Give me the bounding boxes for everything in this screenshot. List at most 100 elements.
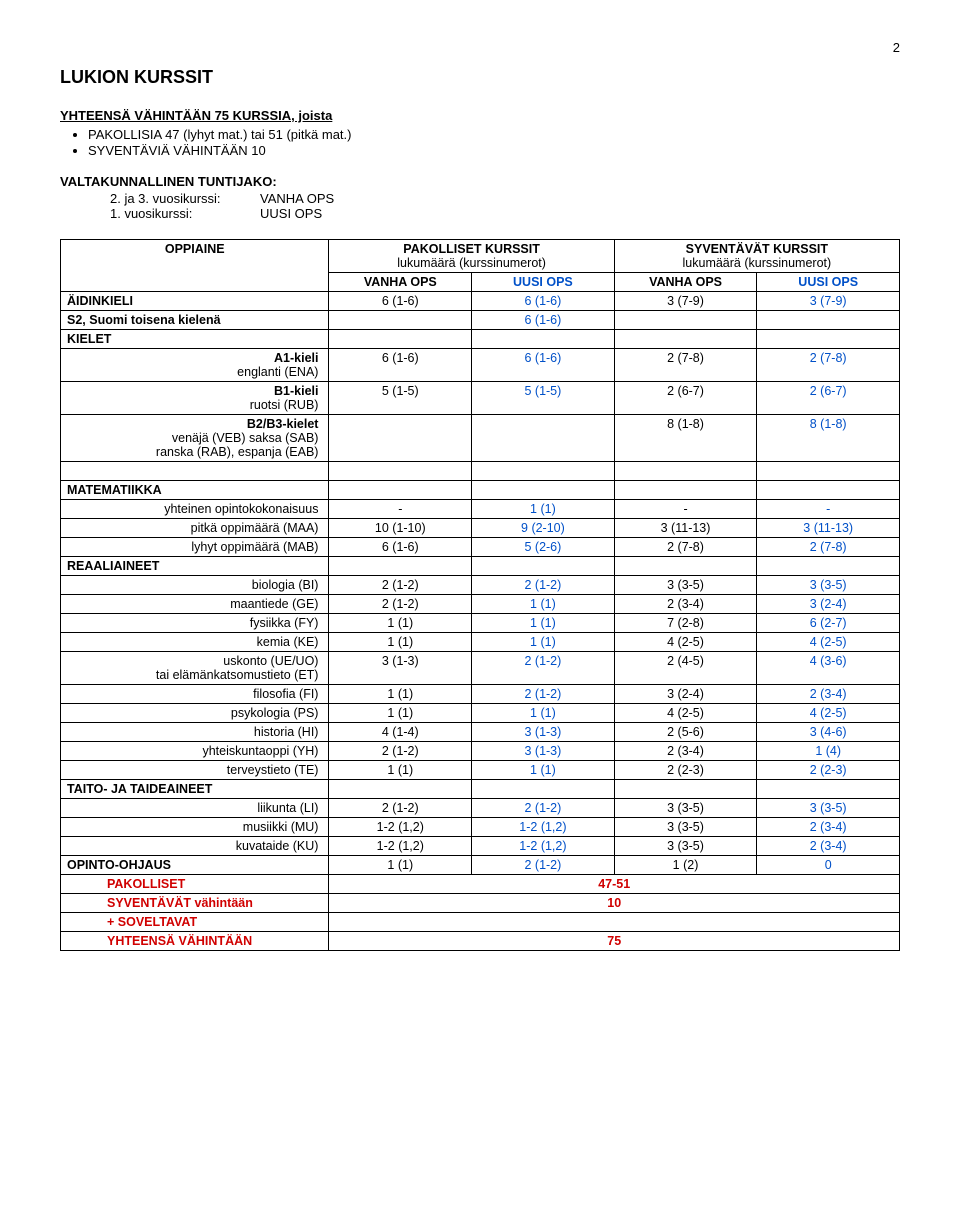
page-number: 2 (60, 40, 900, 55)
cell: 2 (1-2) (472, 685, 615, 704)
tuntijako-row2-key: 1. vuosikurssi: (110, 206, 260, 221)
cell: 1 (1) (329, 856, 472, 875)
table-row: uskonto (UE/UO)tai elämänkatsomustieto (… (61, 652, 900, 685)
cell (472, 415, 615, 462)
row-label: historia (HI) (61, 723, 329, 742)
cell: 4 (1-4) (329, 723, 472, 742)
intro-line: YHTEENSÄ VÄHINTÄÄN 75 KURSSIA, joista (60, 108, 900, 123)
table-row: OPINTO-OHJAUS1 (1)2 (1-2)1 (2)0 (61, 856, 900, 875)
th-pakolliset-main: PAKOLLISET KURSSIT (403, 242, 540, 256)
cell: 1-2 (1,2) (472, 837, 615, 856)
row-label: A1-kielienglanti (ENA) (61, 349, 329, 382)
row-label: kemia (KE) (61, 633, 329, 652)
cell: 3 (11-13) (757, 519, 900, 538)
cell: 2 (4-5) (614, 652, 757, 685)
row-label: S2, Suomi toisena kielenä (61, 311, 329, 330)
cell: 6 (1-6) (472, 292, 615, 311)
cell: 1 (1) (472, 500, 615, 519)
row-label: kuvataide (KU) (61, 837, 329, 856)
cell: 1 (2) (614, 856, 757, 875)
cell: 2 (1-2) (472, 856, 615, 875)
cell: 3 (4-6) (757, 723, 900, 742)
table-row: pitkä oppimäärä (MAA)10 (1-10)9 (2-10)3 … (61, 519, 900, 538)
cell: - (614, 500, 757, 519)
cell (329, 330, 472, 349)
cell: 1 (1) (472, 704, 615, 723)
cell: 2 (1-2) (329, 576, 472, 595)
cell: 1 (4) (757, 742, 900, 761)
cell: 4 (2-5) (757, 633, 900, 652)
cell: 4 (2-5) (757, 704, 900, 723)
cell: 2 (7-8) (614, 349, 757, 382)
course-table-body: ÄIDINKIELI6 (1-6)6 (1-6)3 (7-9)3 (7-9)S2… (61, 292, 900, 951)
cell (472, 330, 615, 349)
cell: 3 (2-4) (614, 685, 757, 704)
cell (757, 330, 900, 349)
cell: 1 (1) (329, 685, 472, 704)
table-row: MATEMATIIKKA (61, 481, 900, 500)
cell: 0 (757, 856, 900, 875)
table-row: B2/B3-kieletvenäjä (VEB) saksa (SAB)rans… (61, 415, 900, 462)
cell: 3 (3-5) (614, 799, 757, 818)
table-row: kuvataide (KU)1-2 (1,2)1-2 (1,2)3 (3-5)2… (61, 837, 900, 856)
row-label: MATEMATIIKKA (61, 481, 329, 500)
cell: 2 (3-4) (757, 818, 900, 837)
table-row: historia (HI)4 (1-4)3 (1-3)2 (5-6)3 (4-6… (61, 723, 900, 742)
th-pakolliset-sub: lukumäärä (kurssinumerot) (397, 256, 546, 270)
summary-label: SYVENTÄVÄT vähintään (61, 894, 329, 913)
intro-bullet-1: PAKOLLISIA 47 (lyhyt mat.) tai 51 (pitkä… (88, 127, 900, 142)
table-row: liikunta (LI)2 (1-2)2 (1-2)3 (3-5)3 (3-5… (61, 799, 900, 818)
row-label: liikunta (LI) (61, 799, 329, 818)
cell (472, 462, 615, 481)
row-label: lyhyt oppimäärä (MAB) (61, 538, 329, 557)
th-pakolliset: PAKOLLISET KURSSIT lukumäärä (kurssinume… (329, 240, 614, 273)
cell: 1 (1) (329, 761, 472, 780)
cell: 6 (1-6) (472, 311, 615, 330)
cell: 1-2 (1,2) (329, 837, 472, 856)
cell (329, 415, 472, 462)
cell: 2 (7-8) (757, 349, 900, 382)
cell: 6 (2-7) (757, 614, 900, 633)
row-label: pitkä oppimäärä (MAA) (61, 519, 329, 538)
table-row: musiikki (MU)1-2 (1,2)1-2 (1,2)3 (3-5)2 … (61, 818, 900, 837)
row-label: terveystieto (TE) (61, 761, 329, 780)
table-row: maantiede (GE)2 (1-2)1 (1)2 (3-4)3 (2-4) (61, 595, 900, 614)
row-label: B1-kieliruotsi (RUB) (61, 382, 329, 415)
cell: 9 (2-10) (472, 519, 615, 538)
cell (614, 462, 757, 481)
cell: 8 (1-8) (614, 415, 757, 462)
summary-value (329, 913, 900, 932)
cell (329, 780, 472, 799)
cell: 1 (1) (329, 633, 472, 652)
table-row: lyhyt oppimäärä (MAB)6 (1-6)5 (2-6)2 (7-… (61, 538, 900, 557)
row-label: biologia (BI) (61, 576, 329, 595)
cell: 2 (6-7) (757, 382, 900, 415)
summary-row: SYVENTÄVÄT vähintään10 (61, 894, 900, 913)
th-vanha-1: VANHA OPS (329, 273, 472, 292)
cell: 7 (2-8) (614, 614, 757, 633)
cell: 3 (7-9) (614, 292, 757, 311)
row-label: uskonto (UE/UO)tai elämänkatsomustieto (… (61, 652, 329, 685)
tuntijako-row1-val: VANHA OPS (260, 191, 334, 206)
table-row: S2, Suomi toisena kielenä 6 (1-6) (61, 311, 900, 330)
summary-value: 10 (329, 894, 900, 913)
cell: 2 (3-4) (757, 837, 900, 856)
cell: 2 (1-2) (472, 799, 615, 818)
table-row: yhteiskuntaoppi (YH)2 (1-2)3 (1-3)2 (3-4… (61, 742, 900, 761)
cell: 6 (1-6) (472, 349, 615, 382)
summary-row: YHTEENSÄ VÄHINTÄÄN75 (61, 932, 900, 951)
cell: 5 (2-6) (472, 538, 615, 557)
cell: 1-2 (1,2) (329, 818, 472, 837)
cell: 3 (3-5) (757, 576, 900, 595)
row-label: psykologia (PS) (61, 704, 329, 723)
row-label: fysiikka (FY) (61, 614, 329, 633)
tuntijako-row-2: 1. vuosikurssi: UUSI OPS (110, 206, 900, 221)
tuntijako-heading: VALTAKUNNALLINEN TUNTIJAKO: (60, 174, 900, 189)
cell (614, 557, 757, 576)
row-label: B2/B3-kieletvenäjä (VEB) saksa (SAB)rans… (61, 415, 329, 462)
cell (329, 462, 472, 481)
th-syventavat: SYVENTÄVÄT KURSSIT lukumäärä (kurssinume… (614, 240, 899, 273)
row-label: TAITO- JA TAIDEAINEET (61, 780, 329, 799)
row-label: OPINTO-OHJAUS (61, 856, 329, 875)
th-uusi-1: UUSI OPS (472, 273, 615, 292)
